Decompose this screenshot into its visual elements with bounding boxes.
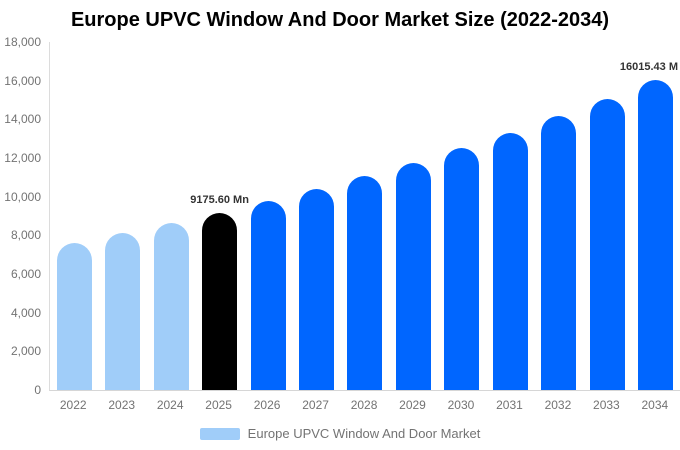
- value-label-2025: 9175.60 Mn: [190, 193, 249, 206]
- x-tick-label-2024: 2024: [156, 398, 184, 412]
- bars-group: [50, 42, 680, 390]
- bar-2029[interactable]: [395, 162, 431, 390]
- y-tick-label: 12,000: [4, 151, 41, 165]
- bar-2025[interactable]: [202, 212, 238, 390]
- x-tick-label-2026: 2026: [253, 398, 281, 412]
- bar-2027[interactable]: [298, 189, 334, 390]
- y-tick-label: 0: [34, 383, 41, 397]
- bar-2032[interactable]: [541, 116, 577, 390]
- bar-2022[interactable]: [56, 242, 92, 390]
- legend-swatch-icon: [199, 428, 240, 440]
- x-tick-label-2031: 2031: [496, 398, 523, 412]
- x-tick-label-2034: 2034: [641, 398, 669, 412]
- x-tick-label-2027: 2027: [302, 398, 329, 412]
- x-tick-label-2030: 2030: [447, 398, 475, 412]
- y-tick-label: 4,000: [10, 305, 41, 320]
- plot-area: 9175.60 Mn 16015.43 M: [49, 42, 680, 391]
- bar-2023[interactable]: [105, 233, 141, 390]
- value-label-2034: 16015.43 M: [619, 61, 678, 74]
- y-tick-label: 2,000: [10, 344, 41, 359]
- y-tick-label: 6,000: [10, 267, 41, 281]
- y-tick-label: 16,000: [4, 73, 41, 88]
- x-axis-labels: 2022 2023 2024 2025 2026 2027 2028 2029 2030 2031…: [49, 398, 679, 412]
- legend-item[interactable]: Europe UPVC Window And Door Market: [0, 426, 680, 442]
- bar-2026[interactable]: [250, 201, 286, 390]
- x-tick-label-2032: 2032: [544, 398, 572, 412]
- x-tick-label-2022: 2022: [59, 398, 87, 412]
- bar-2034[interactable]: [638, 80, 674, 390]
- bar-2028[interactable]: [347, 176, 383, 390]
- x-tick-label-2025: 2025: [205, 398, 232, 412]
- legend-label: Europe UPVC Window And Door Market: [247, 426, 481, 441]
- bar-2024[interactable]: [153, 223, 189, 390]
- bar-2031[interactable]: [492, 132, 528, 390]
- bar-2033[interactable]: [589, 99, 625, 390]
- y-tick-label: 8,000: [10, 228, 41, 243]
- y-tick-label: 10,000: [4, 189, 41, 204]
- chart-title: Europe UPVC Window And Door Market Size …: [70, 9, 610, 31]
- y-tick-label: 18,000: [4, 35, 41, 49]
- x-tick-label-2023: 2023: [108, 398, 136, 412]
- x-tick-label-2028: 2028: [350, 398, 378, 412]
- x-tick-label-2033: 2033: [593, 398, 620, 412]
- y-axis-labels: 0 2,000 4,000 6,000 8,000 10,000 12,000 14,000 1…: [0, 0, 41, 450]
- x-tick-label-2029: 2029: [399, 398, 426, 412]
- y-tick-label: 14,000: [4, 112, 41, 127]
- bar-2030[interactable]: [444, 148, 480, 390]
